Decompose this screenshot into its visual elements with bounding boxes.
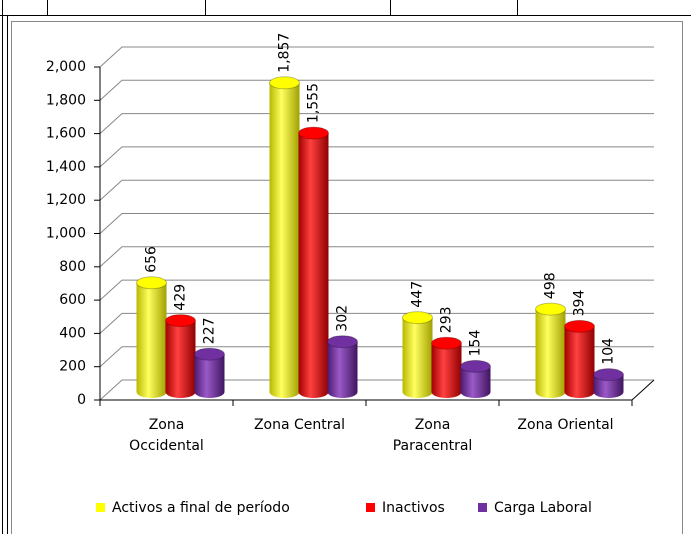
bar-body xyxy=(298,133,329,392)
value-label: 656 xyxy=(144,246,160,273)
bar-top xyxy=(564,319,595,333)
bar-top xyxy=(298,126,329,140)
grid-line xyxy=(99,246,654,268)
value-label: 429 xyxy=(173,284,189,311)
y-tick-label: 600 xyxy=(59,292,86,308)
y-tick-label: 1,000 xyxy=(46,226,86,242)
x-tick-label: Zona Paracentral xyxy=(392,417,473,454)
bar xyxy=(165,314,196,398)
value-label: 302 xyxy=(335,305,351,332)
legend-swatch xyxy=(366,503,375,512)
x-tick-label: Zona Oriental xyxy=(517,417,614,433)
bar-body xyxy=(402,317,433,392)
bar-top xyxy=(402,311,433,325)
value-label: 227 xyxy=(202,317,218,344)
y-tick-label: 1,600 xyxy=(46,126,86,142)
y-tick-label: 1,200 xyxy=(46,192,86,208)
legend-label: Inactivos xyxy=(382,500,445,516)
bar-top xyxy=(431,336,462,350)
y-tick-label: 2,000 xyxy=(46,59,86,75)
bar-body xyxy=(165,320,196,392)
bar xyxy=(402,311,433,398)
value-label: 104 xyxy=(601,338,617,365)
bar xyxy=(593,368,624,398)
y-tick-label: 1,400 xyxy=(46,159,86,175)
bar xyxy=(460,359,491,398)
x-tick-label: Zona Occidental xyxy=(129,417,204,454)
bar-top xyxy=(327,335,358,349)
bar-top xyxy=(535,302,566,316)
value-label: 1,857 xyxy=(277,33,293,73)
bar-top xyxy=(460,359,491,373)
grid-line xyxy=(99,146,654,168)
grid-line xyxy=(99,312,654,334)
y-tick-label: 0 xyxy=(77,392,86,408)
value-label: 293 xyxy=(439,306,455,333)
bar-body xyxy=(269,82,300,392)
bar xyxy=(564,319,595,398)
value-label: 447 xyxy=(410,281,426,308)
bar-body xyxy=(327,341,358,392)
bar-top xyxy=(269,76,300,90)
grid-line xyxy=(99,79,654,101)
grid-line xyxy=(99,213,654,234)
grid-line xyxy=(99,179,654,201)
bar-top xyxy=(165,314,196,328)
grid-line xyxy=(99,46,654,68)
grid-line xyxy=(99,346,654,368)
y-tick-label: 800 xyxy=(59,259,86,275)
grid-line xyxy=(99,113,654,134)
y-tick-label: 400 xyxy=(59,325,86,341)
bar xyxy=(327,335,358,398)
value-label: 1,555 xyxy=(306,83,322,123)
x-tick-label: Zona Central xyxy=(253,417,346,433)
bar-body xyxy=(535,309,566,392)
bar xyxy=(194,347,225,398)
bar-body xyxy=(431,343,462,392)
grid-line xyxy=(99,279,654,301)
bar xyxy=(298,126,329,398)
y-tick-label: 200 xyxy=(59,359,86,375)
bar-top xyxy=(593,368,624,382)
bar xyxy=(136,276,167,398)
y-tick-label: 1,800 xyxy=(46,92,86,108)
legend-label: Carga Laboral xyxy=(494,500,592,516)
legend-label: Activos a final de período xyxy=(112,500,290,516)
value-label: 394 xyxy=(572,290,588,317)
bar-body xyxy=(564,326,595,392)
bar xyxy=(535,302,566,398)
bar-top xyxy=(194,347,225,361)
bar-body xyxy=(136,282,167,392)
legend-swatch xyxy=(96,503,105,512)
bar xyxy=(431,336,462,398)
bar xyxy=(269,76,300,398)
value-label: 498 xyxy=(543,272,559,299)
bar-top xyxy=(136,276,167,290)
chart-border xyxy=(11,21,683,534)
legend-swatch xyxy=(478,503,487,512)
bar-body xyxy=(194,354,225,392)
value-label: 154 xyxy=(468,330,484,357)
